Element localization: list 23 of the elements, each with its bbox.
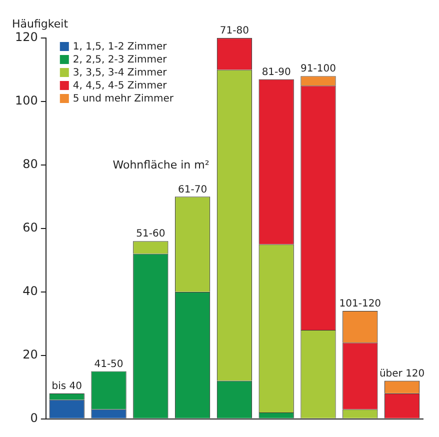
y-axis-title: Häufigkeit	[12, 17, 69, 30]
legend-label: 3, 3,5, 3-4 Zimmer	[72, 68, 168, 79]
y-tick-label: 120	[15, 30, 38, 44]
y-tick-label: 100	[15, 94, 38, 108]
y-tick-label: 20	[22, 347, 38, 362]
y-tick-label: 60	[22, 220, 38, 235]
y-tick-label: 80	[22, 157, 38, 172]
x-tick-label: über 120	[379, 368, 425, 380]
x-tick-label: 71-80	[220, 26, 249, 37]
x-tick-label: 101-120	[339, 298, 382, 310]
y-tick-label: 0	[30, 410, 38, 425]
legend-label: 4, 4,5, 4-5 Zimmer	[72, 80, 168, 92]
x-tick-label: 61-70	[178, 184, 208, 196]
x-tick-label: 51-60	[136, 228, 166, 240]
legend-label: 1, 1,5, 1-2 Zimmer	[72, 42, 168, 53]
x-tick-label: 41-50	[94, 358, 124, 370]
x-tick-label: 91-100	[300, 64, 336, 75]
legend-label: 2, 2,5, 2-3 Zimmer	[72, 54, 168, 66]
legend-label: 5 und mehr Zimmer	[72, 94, 174, 105]
annotation: Wohnfläche in m²	[112, 158, 210, 172]
y-tick-label: 40	[22, 284, 38, 298]
x-tick-label: 81-90	[262, 66, 291, 78]
x-tick-label: bis 40	[52, 381, 82, 392]
